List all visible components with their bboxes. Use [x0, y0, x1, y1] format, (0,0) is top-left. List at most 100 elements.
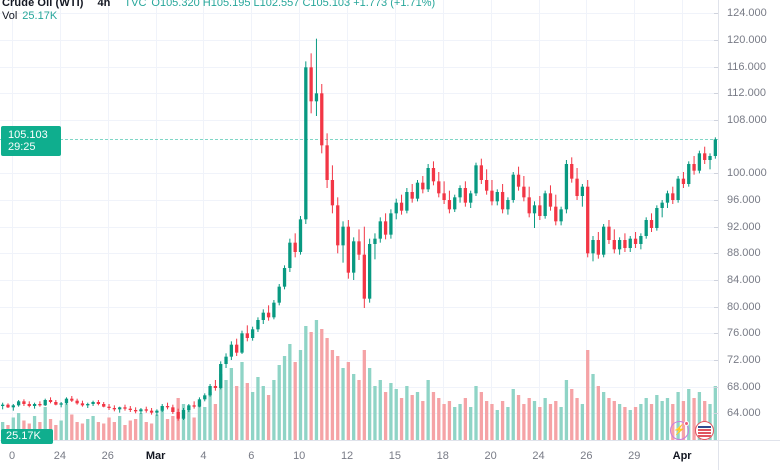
candle-body — [383, 221, 388, 235]
candle-body — [133, 410, 138, 412]
candle-body — [282, 268, 287, 287]
candle-body — [649, 220, 654, 228]
volume-bar — [559, 407, 563, 440]
candle-body — [708, 156, 712, 160]
price-tick-dash — [714, 173, 718, 175]
volume-bar — [532, 401, 537, 440]
volume-bar — [612, 401, 616, 440]
volume-bar — [399, 398, 404, 440]
volume-bar — [208, 392, 212, 440]
candle-body — [80, 403, 85, 406]
volume-bar — [522, 404, 526, 440]
bar-countdown: 29:25 — [8, 141, 36, 154]
volume-bar — [410, 395, 414, 440]
candle-body — [580, 186, 585, 196]
gridline-h — [0, 306, 718, 308]
candle-body — [64, 398, 69, 404]
volume-bar — [367, 368, 372, 440]
lightning-bolt-icon[interactable] — [670, 421, 689, 440]
volume-bar — [633, 407, 638, 440]
candle-body — [559, 209, 563, 222]
volume-bar — [458, 404, 462, 440]
volume-badge[interactable]: 25.17K — [1, 429, 53, 444]
candle-body — [687, 164, 691, 184]
volume-bar — [495, 410, 499, 440]
candle-body — [346, 226, 351, 273]
volume-bar — [336, 356, 340, 440]
volume-bar — [394, 389, 398, 440]
candle-body — [6, 404, 10, 408]
candle-body — [671, 193, 675, 200]
candle-body — [548, 193, 553, 207]
price-tick-dash — [714, 333, 718, 335]
time-tick: 0 — [8, 450, 16, 462]
candle-body — [235, 344, 239, 353]
time-tick: 26 — [580, 450, 593, 462]
volume-bar — [91, 416, 95, 440]
volume-bar — [64, 404, 69, 440]
volume-bar — [580, 404, 585, 440]
volume-bar — [516, 395, 521, 440]
volume-bar — [330, 350, 335, 440]
candle-body — [272, 302, 276, 318]
candle-body — [596, 240, 600, 255]
volume-bar — [570, 389, 574, 440]
volume-bar — [463, 398, 468, 440]
candle-body — [607, 226, 611, 240]
candle-body — [118, 407, 122, 410]
chart-footer-icons — [670, 421, 714, 440]
volume-bar — [309, 332, 313, 440]
candle-body — [554, 206, 558, 222]
candle-body — [240, 333, 244, 353]
volume-bar — [149, 423, 154, 440]
price-tick-dash — [714, 360, 718, 361]
price-tick-dash — [714, 386, 718, 388]
volume-bar — [352, 374, 356, 440]
volume-bar — [596, 386, 600, 440]
volume-bar — [655, 395, 659, 440]
candle-body — [495, 192, 499, 202]
price-tick-dash — [714, 413, 718, 415]
candle-body — [532, 205, 537, 214]
candle-body — [426, 168, 430, 190]
candle-body — [192, 405, 196, 407]
volume-bar — [298, 350, 303, 440]
gridline-h — [0, 93, 718, 95]
candle-body — [86, 404, 90, 406]
time-axis[interactable]: 0 24 26 Mar 4 6 10 12 15 18 20 24 26 29 Apr — [0, 440, 718, 470]
price-tick-dash — [714, 200, 718, 201]
candle-body — [245, 333, 249, 338]
volume-bar — [314, 320, 319, 440]
volume-bar — [282, 356, 287, 440]
candle-body — [362, 254, 366, 299]
time-tick: Mar — [145, 450, 166, 462]
candle-body — [266, 312, 271, 318]
price-tick-dash — [714, 226, 718, 228]
volume-bar — [474, 386, 478, 440]
gridline-v — [682, 0, 684, 440]
volume-bar — [288, 344, 292, 440]
volume-bar — [144, 422, 148, 440]
gridline-h — [0, 173, 718, 175]
candle-body — [623, 240, 627, 248]
candle-body — [431, 168, 436, 182]
gridline-h — [0, 280, 718, 281]
volume-bar — [538, 407, 542, 440]
price-tick: 88.000 — [727, 247, 761, 260]
volume-bar — [346, 362, 351, 440]
gridline-v — [203, 0, 205, 440]
volume-bar — [362, 350, 366, 440]
volume-bar — [697, 392, 702, 440]
volume-bar — [426, 380, 430, 440]
us-flag-icon[interactable] — [695, 421, 714, 440]
time-tick: 4 — [200, 450, 207, 462]
price-axis[interactable]: 124.000 120.000 116.000 112.000 108.000 100.0… — [714, 0, 780, 440]
candle-body — [453, 197, 457, 210]
candle-body — [522, 186, 526, 198]
gridline-h — [0, 40, 718, 41]
candle-body — [208, 386, 212, 396]
price-tick-dash — [714, 66, 718, 68]
candle-body — [54, 402, 58, 405]
candle-body — [617, 240, 622, 250]
current-price-badge[interactable]: 105.103 29:25 — [1, 126, 61, 157]
